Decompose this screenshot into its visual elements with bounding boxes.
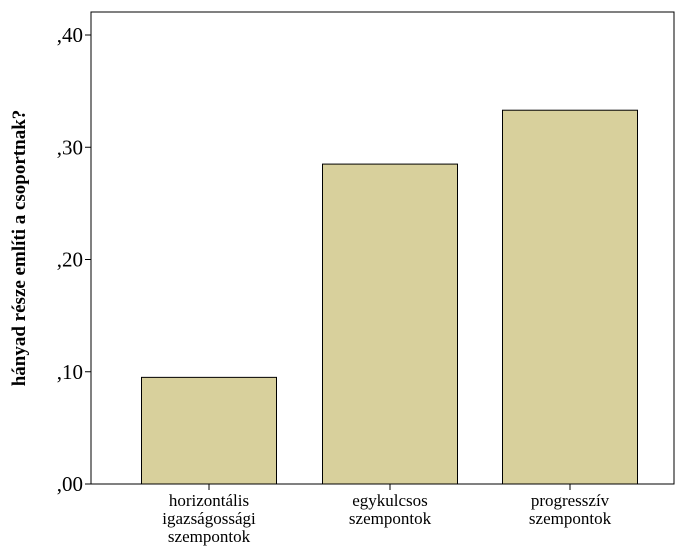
x-tick-label: szempontok (349, 509, 432, 528)
y-tick-label: ,00 (57, 472, 83, 496)
bars-group (141, 109, 638, 485)
y-tick-label: ,30 (57, 135, 83, 159)
x-tick-label: horizontális (169, 491, 249, 510)
y-tick-label: ,40 (57, 23, 83, 47)
x-axis-labels: horizontálisigazságosságiszempontokegyku… (162, 484, 612, 546)
x-tick-label: szempontok (168, 527, 251, 546)
x-tick-label: igazságossági (162, 509, 256, 528)
x-tick-label: progresszív (531, 491, 610, 510)
bar (322, 163, 458, 485)
y-tick-label: ,20 (57, 248, 83, 272)
x-tick-label: szempontok (529, 509, 612, 528)
bar (141, 376, 277, 485)
x-tick-label: egykulcsos (352, 491, 428, 510)
y-axis: ,00 ,10 ,20 ,30 ,40 (57, 23, 91, 496)
y-tick-label: ,10 (57, 360, 83, 384)
bar (502, 109, 638, 485)
y-axis-title: hányad része említi a csoportnak? (9, 110, 30, 387)
